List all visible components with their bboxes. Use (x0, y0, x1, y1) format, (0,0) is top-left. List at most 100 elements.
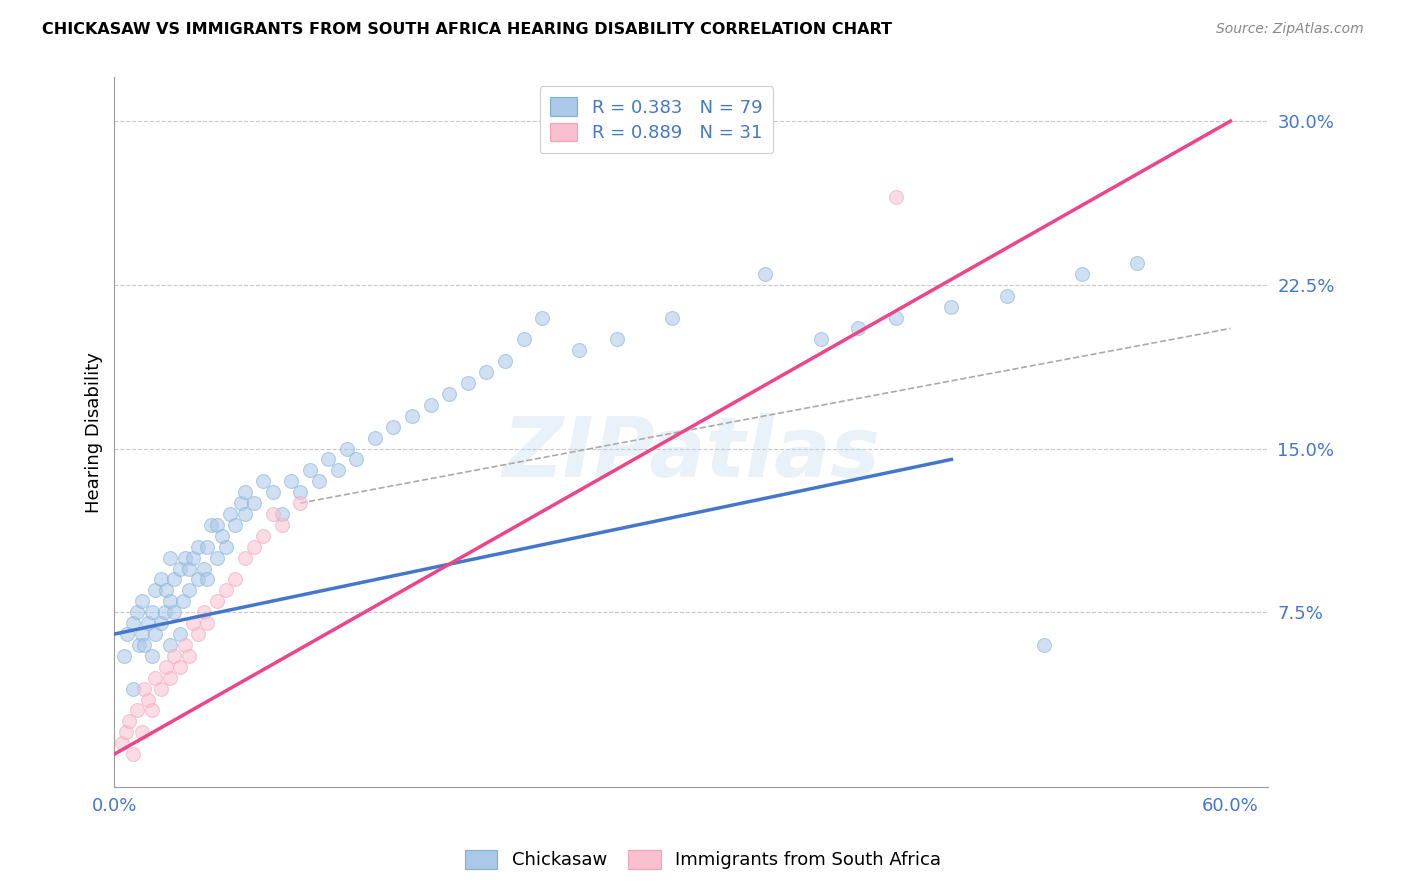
Point (270, 507, 292, 521)
Point (131, 594, 153, 608)
Point (163, 605, 186, 619)
Point (193, 605, 215, 619)
Point (131, 725, 153, 739)
Text: ZIPatlas: ZIPatlas (502, 413, 880, 494)
Point (136, 616, 159, 631)
Point (224, 517, 246, 532)
Point (149, 573, 172, 587)
Point (187, 627, 209, 641)
Point (606, 332, 628, 346)
Point (205, 594, 228, 608)
Point (1126, 256, 1149, 270)
Point (174, 638, 197, 652)
Y-axis label: Hearing Disability: Hearing Disability (86, 351, 103, 513)
Point (252, 475, 274, 489)
Point (262, 485, 284, 500)
Point (270, 517, 292, 532)
Point (531, 310, 554, 325)
Point (475, 365, 498, 379)
Point (125, 605, 148, 619)
Point (308, 475, 330, 489)
Point (177, 583, 200, 598)
Point (754, 267, 776, 281)
Point (143, 627, 166, 641)
Point (114, 725, 136, 739)
Point (112, 648, 135, 663)
Point (159, 594, 181, 608)
Point (884, 310, 907, 325)
Point (401, 409, 423, 423)
Point (159, 671, 181, 685)
Point (141, 703, 163, 717)
Point (344, 452, 367, 467)
Point (233, 485, 256, 500)
Point (122, 616, 145, 631)
Point (149, 616, 172, 631)
Point (187, 573, 209, 587)
Point (848, 321, 870, 335)
Point (141, 648, 163, 663)
Point (169, 627, 191, 641)
Point (143, 583, 166, 598)
Point (661, 310, 683, 325)
Point (290, 485, 312, 500)
Point (128, 638, 150, 652)
Point (512, 332, 534, 346)
Point (884, 190, 907, 204)
Point (290, 496, 312, 510)
Point (215, 540, 238, 554)
Point (159, 550, 181, 565)
Point (149, 681, 172, 696)
Point (141, 605, 163, 619)
Point (159, 638, 181, 652)
Point (136, 692, 159, 706)
Point (177, 648, 200, 663)
Point (134, 638, 156, 652)
Point (118, 714, 141, 729)
Point (318, 452, 340, 467)
Point (218, 507, 240, 521)
Point (382, 419, 405, 434)
Point (941, 300, 963, 314)
Point (131, 627, 153, 641)
Point (174, 550, 197, 565)
Point (153, 605, 176, 619)
Text: Source: ZipAtlas.com: Source: ZipAtlas.com (1216, 22, 1364, 37)
Point (215, 583, 238, 598)
Point (163, 648, 186, 663)
Point (439, 387, 461, 401)
Point (197, 540, 219, 554)
Point (229, 496, 252, 510)
Point (172, 594, 194, 608)
Text: CHICKASAW VS IMMIGRANTS FROM SOUTH AFRICA HEARING DISABILITY CORRELATION CHART: CHICKASAW VS IMMIGRANTS FROM SOUTH AFRIC… (42, 22, 893, 37)
Point (336, 442, 359, 456)
Point (200, 517, 222, 532)
Point (197, 573, 219, 587)
Point (169, 660, 191, 674)
Point (419, 398, 441, 412)
Point (224, 573, 246, 587)
Point (163, 573, 186, 587)
Point (233, 507, 256, 521)
Point (197, 616, 219, 631)
Point (187, 540, 209, 554)
Point (169, 561, 191, 575)
Point (117, 627, 139, 641)
Point (211, 529, 233, 543)
Point (457, 376, 479, 390)
Point (233, 550, 256, 565)
Point (125, 703, 148, 717)
Point (193, 561, 215, 575)
Point (243, 496, 266, 510)
Point (122, 681, 145, 696)
Point (243, 540, 266, 554)
Point (181, 616, 204, 631)
Point (134, 681, 156, 696)
Point (181, 550, 204, 565)
Point (122, 747, 145, 761)
Point (262, 507, 284, 521)
Point (364, 431, 387, 445)
Point (1070, 267, 1092, 281)
Point (205, 517, 228, 532)
Point (995, 289, 1018, 303)
